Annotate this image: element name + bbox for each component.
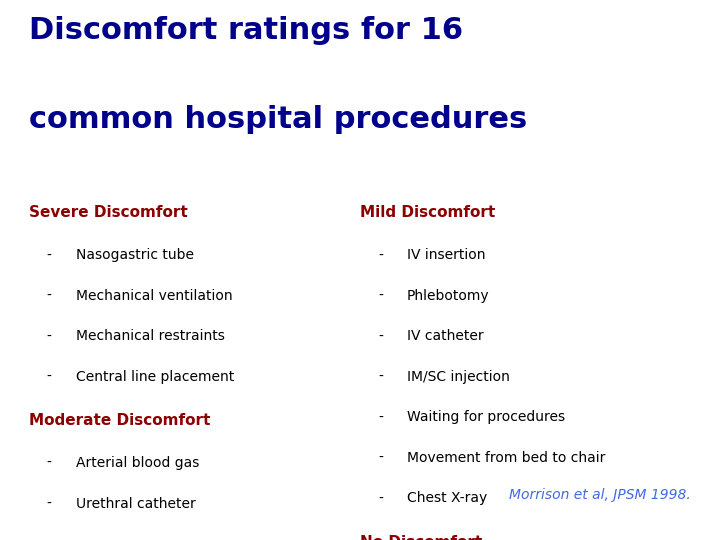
Text: Phlebotomy: Phlebotomy — [407, 289, 490, 303]
Text: Central line placement: Central line placement — [76, 370, 234, 384]
Text: Nasogastric tube: Nasogastric tube — [76, 248, 194, 262]
Text: Arterial blood gas: Arterial blood gas — [76, 456, 199, 470]
Text: -: - — [378, 329, 383, 343]
Text: -: - — [47, 497, 52, 511]
Text: -: - — [378, 451, 383, 465]
Text: Mechanical restraints: Mechanical restraints — [76, 329, 225, 343]
Text: Severe Discomfort: Severe Discomfort — [29, 205, 187, 220]
Text: No Discomfort: No Discomfort — [360, 535, 482, 540]
Text: Chest X-ray: Chest X-ray — [407, 491, 487, 505]
Text: Movement from bed to chair: Movement from bed to chair — [407, 451, 606, 465]
Text: Moderate Discomfort: Moderate Discomfort — [29, 413, 210, 428]
Text: Mild Discomfort: Mild Discomfort — [360, 205, 495, 220]
Text: -: - — [47, 370, 52, 384]
Text: Morrison et al, JPSM 1998.: Morrison et al, JPSM 1998. — [510, 488, 691, 502]
Text: Urethral catheter: Urethral catheter — [76, 497, 195, 511]
Text: Discomfort ratings for 16: Discomfort ratings for 16 — [29, 16, 463, 45]
Text: Mechanical ventilation: Mechanical ventilation — [76, 289, 233, 303]
Text: -: - — [47, 289, 52, 303]
Text: -: - — [47, 456, 52, 470]
Text: common hospital procedures: common hospital procedures — [29, 105, 527, 134]
Text: -: - — [378, 370, 383, 384]
Text: -: - — [378, 289, 383, 303]
Text: -: - — [47, 248, 52, 262]
Text: IV catheter: IV catheter — [407, 329, 483, 343]
Text: -: - — [378, 248, 383, 262]
Text: -: - — [378, 491, 383, 505]
Text: Waiting for procedures: Waiting for procedures — [407, 410, 565, 424]
Text: -: - — [47, 329, 52, 343]
Text: IM/SC injection: IM/SC injection — [407, 370, 510, 384]
Text: -: - — [378, 410, 383, 424]
Text: IV insertion: IV insertion — [407, 248, 485, 262]
